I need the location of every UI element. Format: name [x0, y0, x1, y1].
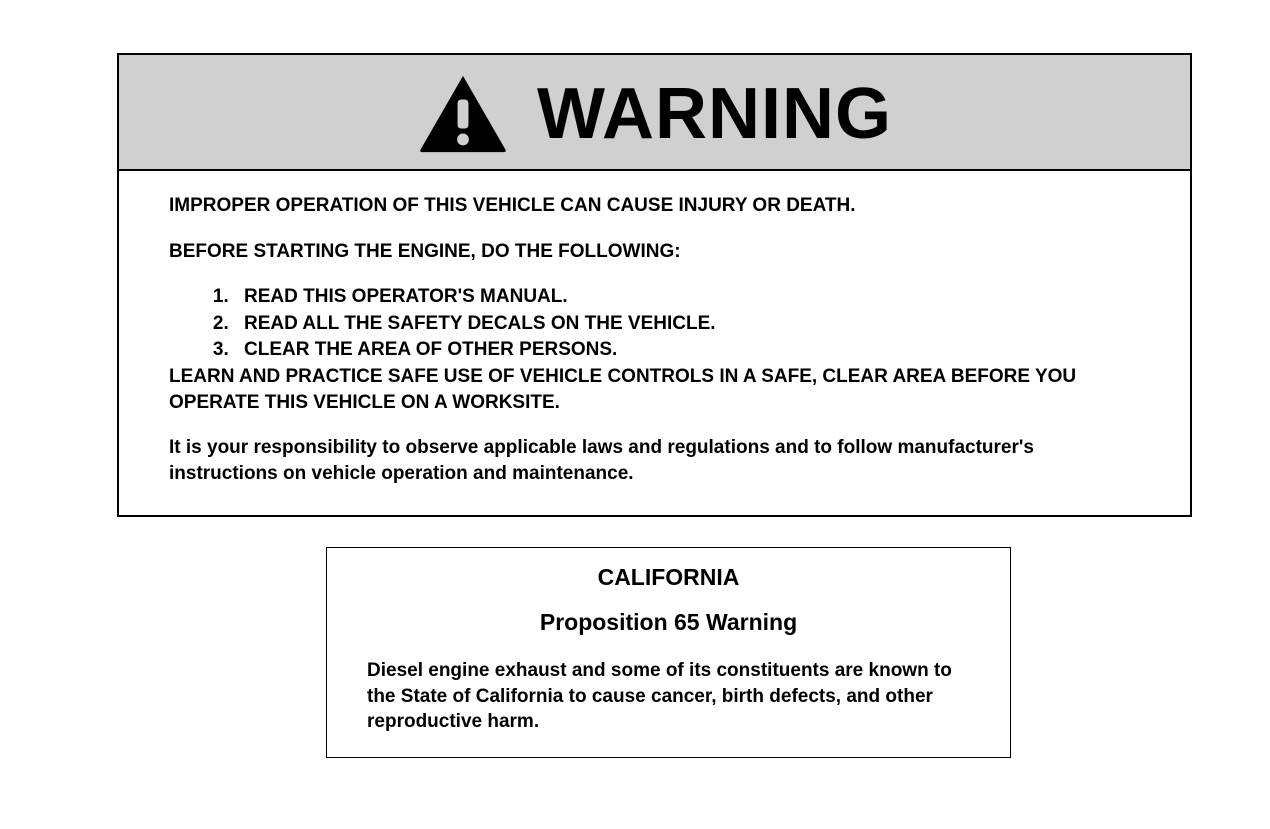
warning-step-item: CLEAR THE AREA OF OTHER PERSONS.	[234, 337, 1140, 364]
warning-header: WARNING	[119, 55, 1190, 171]
california-title: CALIFORNIA	[359, 564, 978, 591]
warning-paragraph-1: IMPROPER OPERATION OF THIS VEHICLE CAN C…	[169, 193, 1140, 219]
california-text: Diesel engine exhaust and some of its co…	[359, 658, 978, 735]
warning-step-item: READ ALL THE SAFETY DECALS ON THE VEHICL…	[234, 311, 1140, 338]
warning-paragraph-3: LEARN AND PRACTICE SAFE USE OF VEHICLE C…	[169, 364, 1140, 415]
warning-title: WARNING	[537, 73, 892, 155]
warning-paragraph-2: BEFORE STARTING THE ENGINE, DO THE FOLLO…	[169, 239, 1140, 265]
california-panel: CALIFORNIA Proposition 65 Warning Diesel…	[326, 547, 1011, 758]
california-subtitle: Proposition 65 Warning	[359, 609, 978, 636]
warning-triangle-icon	[417, 74, 509, 154]
warning-step-item: READ THIS OPERATOR'S MANUAL.	[234, 284, 1140, 311]
warning-body: IMPROPER OPERATION OF THIS VEHICLE CAN C…	[119, 171, 1190, 515]
warning-paragraph-4: It is your responsibility to observe app…	[169, 435, 1140, 486]
warning-steps-list: READ THIS OPERATOR'S MANUAL. READ ALL TH…	[234, 284, 1140, 364]
warning-panel: WARNING IMPROPER OPERATION OF THIS VEHIC…	[117, 53, 1192, 517]
